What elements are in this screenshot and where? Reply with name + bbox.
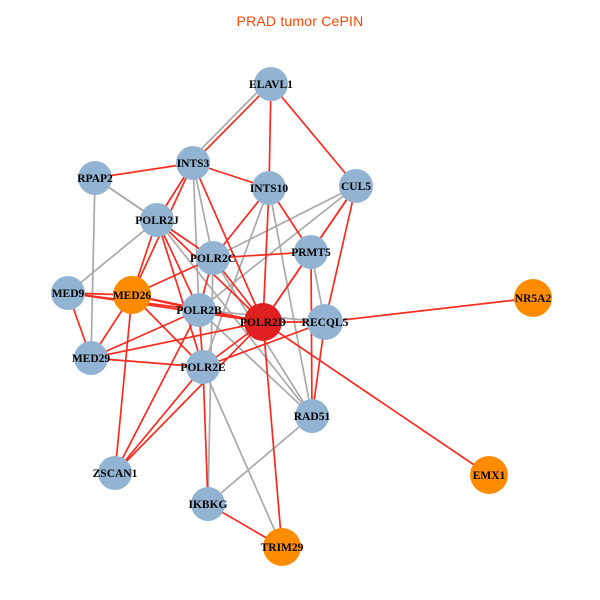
edge-MED9-POLR2D bbox=[67, 292, 264, 323]
edge-POLR2E-IKBKG bbox=[202, 366, 209, 505]
node-label-EMX1: EMX1 bbox=[473, 470, 506, 482]
node-RPAP2 bbox=[78, 161, 112, 195]
node-label-POLR2D: POLR2D bbox=[240, 317, 286, 329]
edge-ELAVL1-INTS10 bbox=[268, 83, 272, 189]
edge-POLR2B-ZSCAN1 bbox=[114, 309, 200, 474]
edge-CUL5-RECQL5 bbox=[324, 185, 357, 323]
node-label-POLR2E: POLR2E bbox=[180, 362, 226, 374]
edge-POLR2J-POLR2E bbox=[156, 219, 204, 368]
node-label-RECQL5: RECQL5 bbox=[302, 317, 349, 329]
node-MED29 bbox=[74, 341, 108, 375]
edge-POLR2D-ZSCAN1 bbox=[114, 321, 264, 474]
node-POLR2E bbox=[186, 350, 220, 384]
node-label-MED29: MED29 bbox=[72, 353, 111, 365]
node-INTS10 bbox=[252, 171, 286, 205]
node-label-POLR2J: POLR2J bbox=[135, 215, 179, 227]
node-PRMT5 bbox=[294, 235, 328, 269]
node-label-MED9: MED9 bbox=[52, 288, 85, 300]
edge-CUL5-POLR2C bbox=[212, 185, 357, 259]
node-POLR2J bbox=[140, 203, 174, 237]
node-RAD51 bbox=[295, 399, 329, 433]
node-POLR2D bbox=[244, 303, 282, 341]
edge-RAD51-IKBKG bbox=[207, 415, 313, 505]
node-label-ZSCAN1: ZSCAN1 bbox=[93, 468, 138, 480]
edge-INTS3-POLR2B bbox=[192, 162, 200, 311]
edge-ELAVL1-INTS3 bbox=[192, 83, 272, 164]
node-label-RAD51: RAD51 bbox=[294, 411, 331, 423]
edge-POLR2E-TRIM29 bbox=[202, 366, 283, 548]
edge-ELAVL1-CUL5 bbox=[270, 83, 357, 187]
edge-POLR2E-ZSCAN1 bbox=[114, 366, 204, 474]
edge-POLR2E-MED29 bbox=[90, 357, 204, 368]
node-RECQL5 bbox=[307, 304, 343, 340]
node-EMX1 bbox=[470, 456, 508, 494]
node-label-MED26: MED26 bbox=[113, 290, 152, 302]
node-label-INTS10: INTS10 bbox=[250, 183, 289, 195]
node-label-POLR2B: POLR2B bbox=[176, 305, 222, 317]
edge-RECQL5-NR5A2 bbox=[324, 297, 534, 323]
edge-CUL5-POLR2B bbox=[198, 185, 357, 311]
edge-MED26-ZSCAN1 bbox=[114, 294, 133, 474]
edge-ELAVL1-INTS3 bbox=[189, 80, 270, 162]
node-label-INTS3: INTS3 bbox=[177, 158, 210, 170]
edge-INTS3-POLR2D bbox=[192, 162, 264, 323]
node-label-NR5A2: NR5A2 bbox=[515, 293, 552, 305]
node-POLR2B bbox=[182, 293, 216, 327]
plot-title: PRAD tumor CePIN bbox=[236, 13, 364, 29]
node-MED9 bbox=[51, 276, 85, 310]
edge-POLR2D-TRIM29 bbox=[262, 321, 283, 548]
node-label-IKBKG: IKBKG bbox=[189, 499, 228, 511]
node-label-POLR2C: POLR2C bbox=[190, 253, 236, 265]
node-ELAVL1 bbox=[254, 67, 288, 101]
edge-POLR2J-MED9 bbox=[67, 219, 158, 294]
node-label-ELAVL1: ELAVL1 bbox=[249, 79, 293, 91]
edge-RPAP2-MED29 bbox=[90, 177, 96, 359]
edge-POLR2B-MED29 bbox=[90, 309, 200, 359]
node-label-TRIM29: TRIM29 bbox=[261, 542, 304, 554]
edge-INTS10-POLR2E bbox=[202, 187, 270, 368]
node-IKBKG bbox=[191, 487, 225, 521]
node-POLR2C bbox=[196, 241, 230, 275]
node-NR5A2 bbox=[514, 279, 552, 317]
node-ZSCAN1 bbox=[98, 456, 132, 490]
node-INTS3 bbox=[176, 146, 210, 180]
node-TRIM29 bbox=[263, 528, 301, 566]
node-CUL5 bbox=[339, 169, 373, 203]
edge-RECQL5-POLR2E bbox=[202, 321, 326, 368]
node-label-RPAP2: RPAP2 bbox=[77, 173, 113, 185]
edge-POLR2B-RAD51 bbox=[198, 309, 313, 417]
node-label-PRMT5: PRMT5 bbox=[291, 247, 331, 259]
edge-POLR2D-EMX1 bbox=[262, 321, 490, 476]
node-label-CUL5: CUL5 bbox=[341, 181, 371, 193]
node-MED26 bbox=[113, 276, 151, 314]
edge-PRMT5-RAD51 bbox=[310, 251, 313, 417]
edge-POLR2D-MED29 bbox=[90, 321, 264, 359]
